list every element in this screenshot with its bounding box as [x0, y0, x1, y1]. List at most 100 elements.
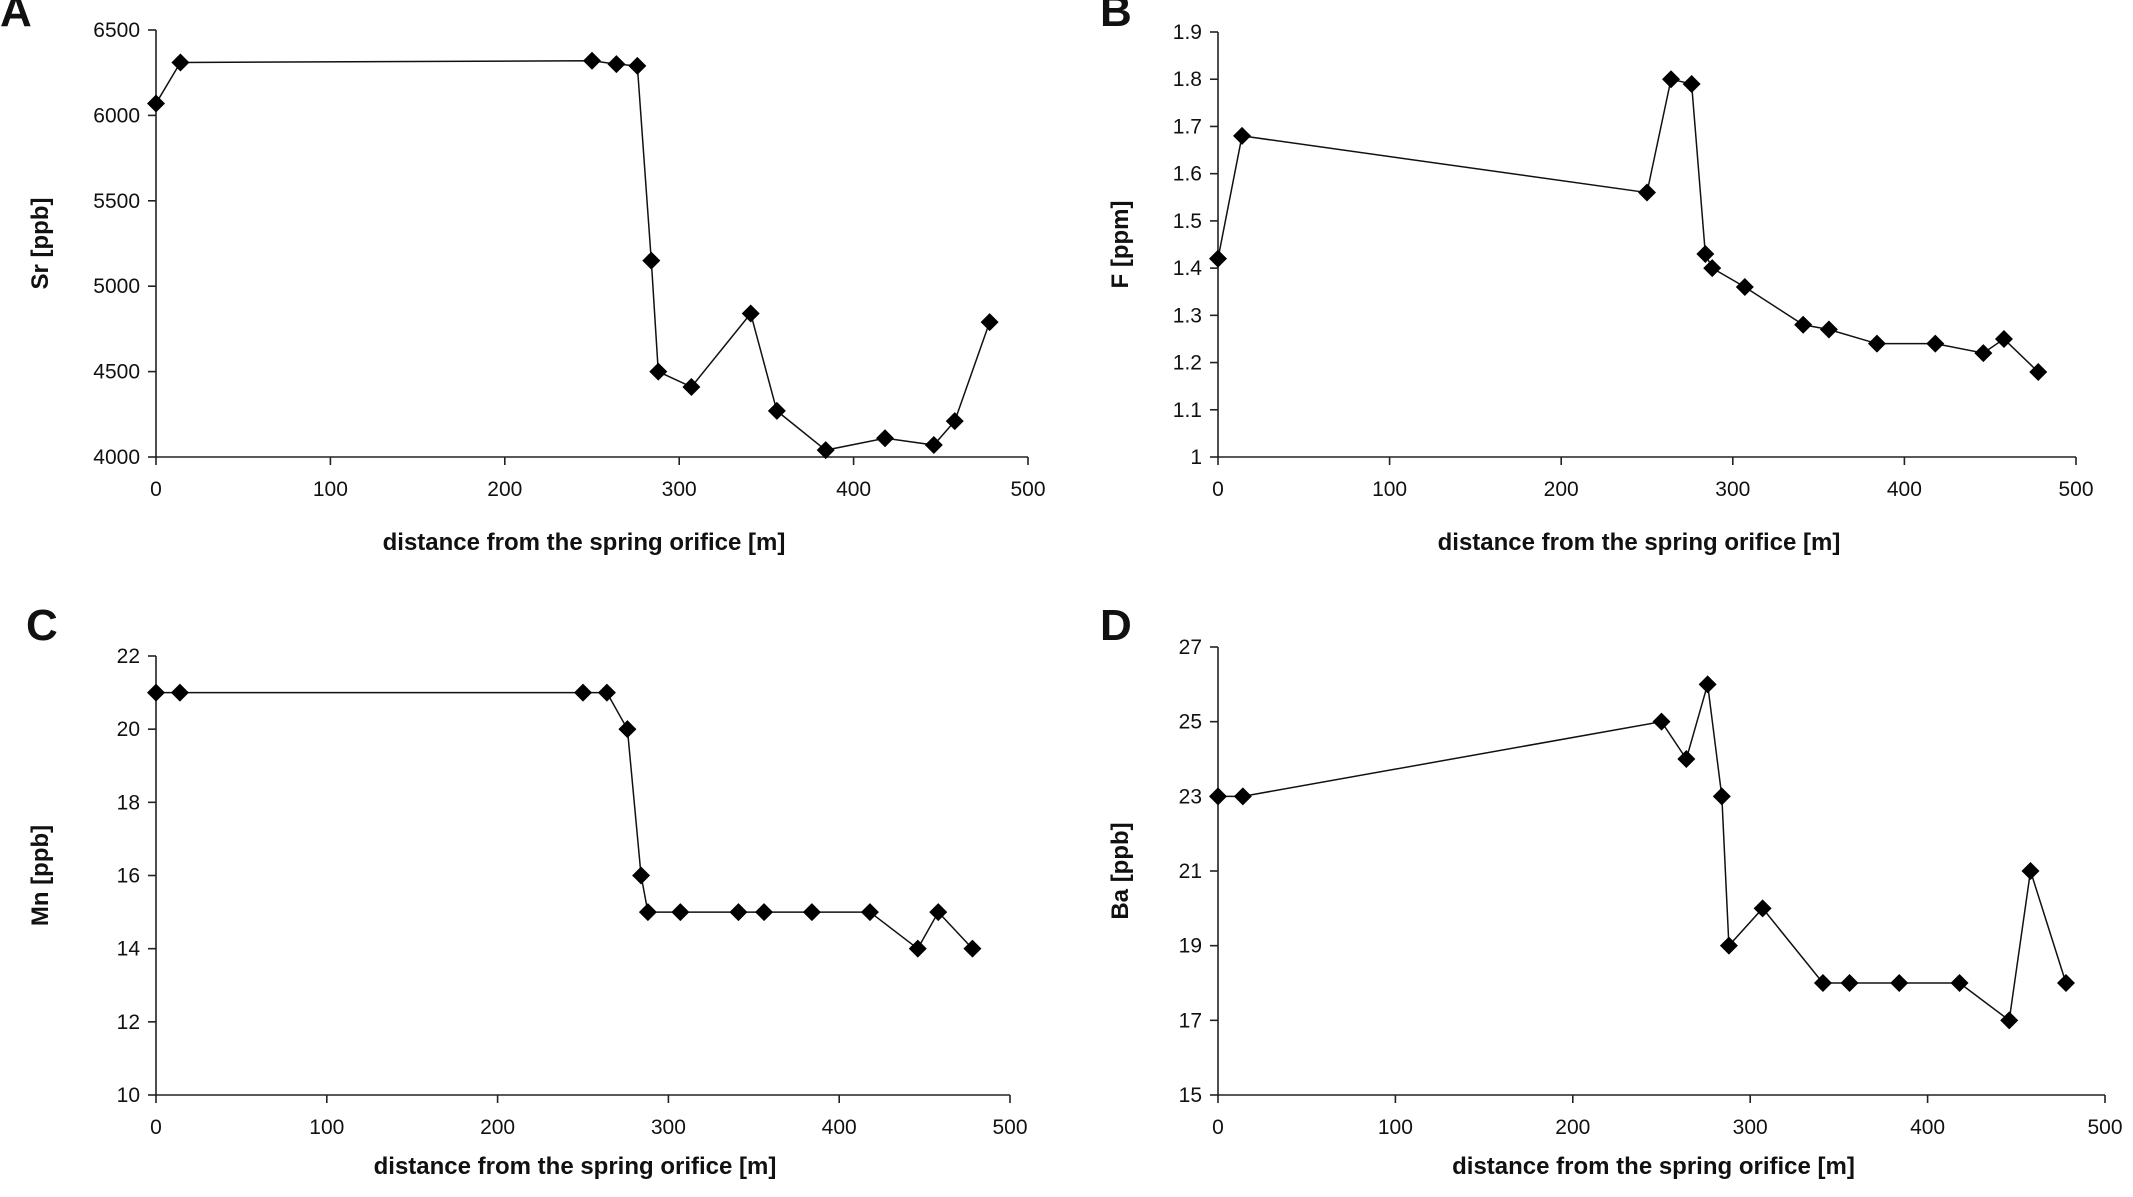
chart-panel-d: D 15 17 19 21 23 25 27 0 100 200 300 400 500 distance …	[1100, 601, 2123, 1180]
data-point-marker	[908, 939, 927, 958]
data-point-marker	[1819, 320, 1838, 339]
x-tick-label: 300	[651, 1116, 686, 1139]
data-point-marker	[642, 251, 661, 270]
data-point-marker	[963, 939, 982, 958]
data-point-marker	[638, 903, 657, 922]
y-tick-label: 1.6	[1173, 163, 1202, 186]
x-axis-title: distance from the spring orifice [m]	[1452, 1153, 1855, 1180]
panel-letter: C	[26, 601, 58, 650]
data-point-marker	[1662, 70, 1681, 89]
x-tick-label: 300	[1733, 1116, 1768, 1139]
data-point-marker	[2029, 363, 2048, 381]
x-tick-label: 200	[1555, 1116, 1590, 1139]
x-tick-label: 200	[480, 1116, 515, 1139]
data-point-marker	[980, 313, 999, 332]
data-point-marker	[1753, 899, 1772, 918]
data-point-marker	[607, 55, 626, 74]
x-axis-title: distance from the spring orifice [m]	[383, 529, 786, 556]
data-point-marker	[1994, 329, 2013, 348]
data-point-marker	[597, 683, 616, 702]
y-tick-label: 18	[117, 791, 140, 814]
data-point-marker	[649, 362, 668, 381]
x-axis-title: distance from the spring orifice [m]	[1438, 529, 1841, 556]
data-point-marker	[1890, 974, 1909, 992]
data-point-marker	[875, 429, 894, 448]
data-point-marker	[767, 401, 786, 420]
data-point-marker	[755, 903, 774, 922]
data-point-marker	[628, 56, 647, 75]
data-point-marker	[816, 441, 835, 460]
chart-panel-c: C 10 12 14 16 18 20 22 0 100 200 300 400 500 distance …	[26, 601, 1028, 1180]
data-point-marker	[924, 436, 943, 455]
y-tick-label: 1.7	[1173, 115, 1202, 138]
data-point-marker	[1638, 183, 1656, 202]
data-point-marker	[1698, 675, 1717, 694]
x-tick-label: 100	[313, 478, 348, 501]
y-tick-label: 23	[1179, 785, 1202, 808]
y-tick-label: 1.4	[1173, 257, 1203, 280]
y-tick-label: 22	[117, 645, 140, 668]
data-point-marker	[2000, 1011, 2019, 1030]
data-point-marker	[1677, 750, 1696, 768]
y-tick-label: 1	[1190, 446, 1202, 469]
data-point-marker	[618, 720, 637, 739]
x-tick-label: 100	[1372, 478, 1407, 501]
y-tick-label: 16	[117, 865, 140, 888]
y-tick-label: 4500	[93, 361, 140, 384]
panel-letter: D	[1100, 601, 1132, 650]
data-point-marker	[1209, 787, 1227, 806]
x-tick-label: 500	[992, 1116, 1027, 1139]
x-tick-label: 100	[1378, 1116, 1413, 1139]
data-point-marker	[929, 903, 948, 922]
y-tick-label: 10	[117, 1084, 140, 1107]
y-tick-label: 1.3	[1173, 304, 1202, 327]
data-point-marker	[1712, 787, 1731, 806]
chart-panel-b: B 1 1.1 1.2 1.3 1.4 1.5 1.6 1.7 1.8 1.9 0 100 200 300 4…	[1100, 0, 2094, 556]
y-tick-label: 5500	[93, 190, 140, 213]
series-line	[156, 691, 973, 950]
data-point-marker	[1209, 249, 1227, 268]
x-tick-label: 500	[2087, 1116, 2122, 1139]
x-tick-label: 0	[1212, 1116, 1224, 1139]
x-axis-title: distance from the spring orifice [m]	[374, 1153, 777, 1180]
y-axis-title: Ba [ppb]	[1107, 822, 1134, 919]
data-point-marker	[147, 683, 165, 702]
x-tick-label: 500	[1010, 478, 1045, 501]
data-point-marker	[1926, 334, 1945, 353]
series-line	[1217, 78, 2039, 373]
x-tick-label: 300	[662, 478, 697, 501]
y-tick-label: 1.8	[1173, 68, 1202, 91]
x-tick-label: 200	[487, 478, 522, 501]
data-point-marker	[2021, 862, 2040, 880]
x-tick-label: 400	[822, 1116, 857, 1139]
y-tick-label: 21	[1179, 860, 1202, 883]
series-line	[155, 59, 991, 451]
data-point-marker	[1813, 974, 1832, 992]
data-point-marker	[632, 866, 651, 885]
x-tick-label: 400	[1910, 1116, 1945, 1139]
y-tick-label: 6500	[93, 19, 140, 42]
y-tick-label: 14	[117, 938, 141, 961]
data-point-marker	[1703, 259, 1722, 278]
data-point-marker	[2056, 974, 2075, 992]
y-tick-label: 15	[1179, 1084, 1202, 1107]
y-axis-title: Sr [ppb]	[27, 198, 54, 290]
y-tick-label: 1.9	[1173, 21, 1202, 44]
y-tick-label: 27	[1179, 636, 1202, 659]
y-tick-label: 1.1	[1173, 399, 1202, 422]
data-point-marker	[671, 903, 690, 922]
y-axis-title: F [ppm]	[1107, 201, 1134, 289]
data-point-marker	[1794, 315, 1813, 334]
data-point-marker	[1867, 334, 1886, 353]
data-point-marker	[1950, 974, 1969, 992]
x-tick-label: 400	[1887, 478, 1922, 501]
data-point-marker	[1719, 936, 1738, 955]
data-point-marker	[1974, 344, 1993, 363]
x-tick-label: 0	[150, 1116, 162, 1139]
data-point-marker	[860, 903, 879, 922]
y-tick-label: 5000	[93, 275, 140, 298]
y-tick-label: 20	[117, 718, 140, 741]
x-tick-label: 0	[150, 478, 162, 501]
x-tick-label: 200	[1544, 478, 1579, 501]
